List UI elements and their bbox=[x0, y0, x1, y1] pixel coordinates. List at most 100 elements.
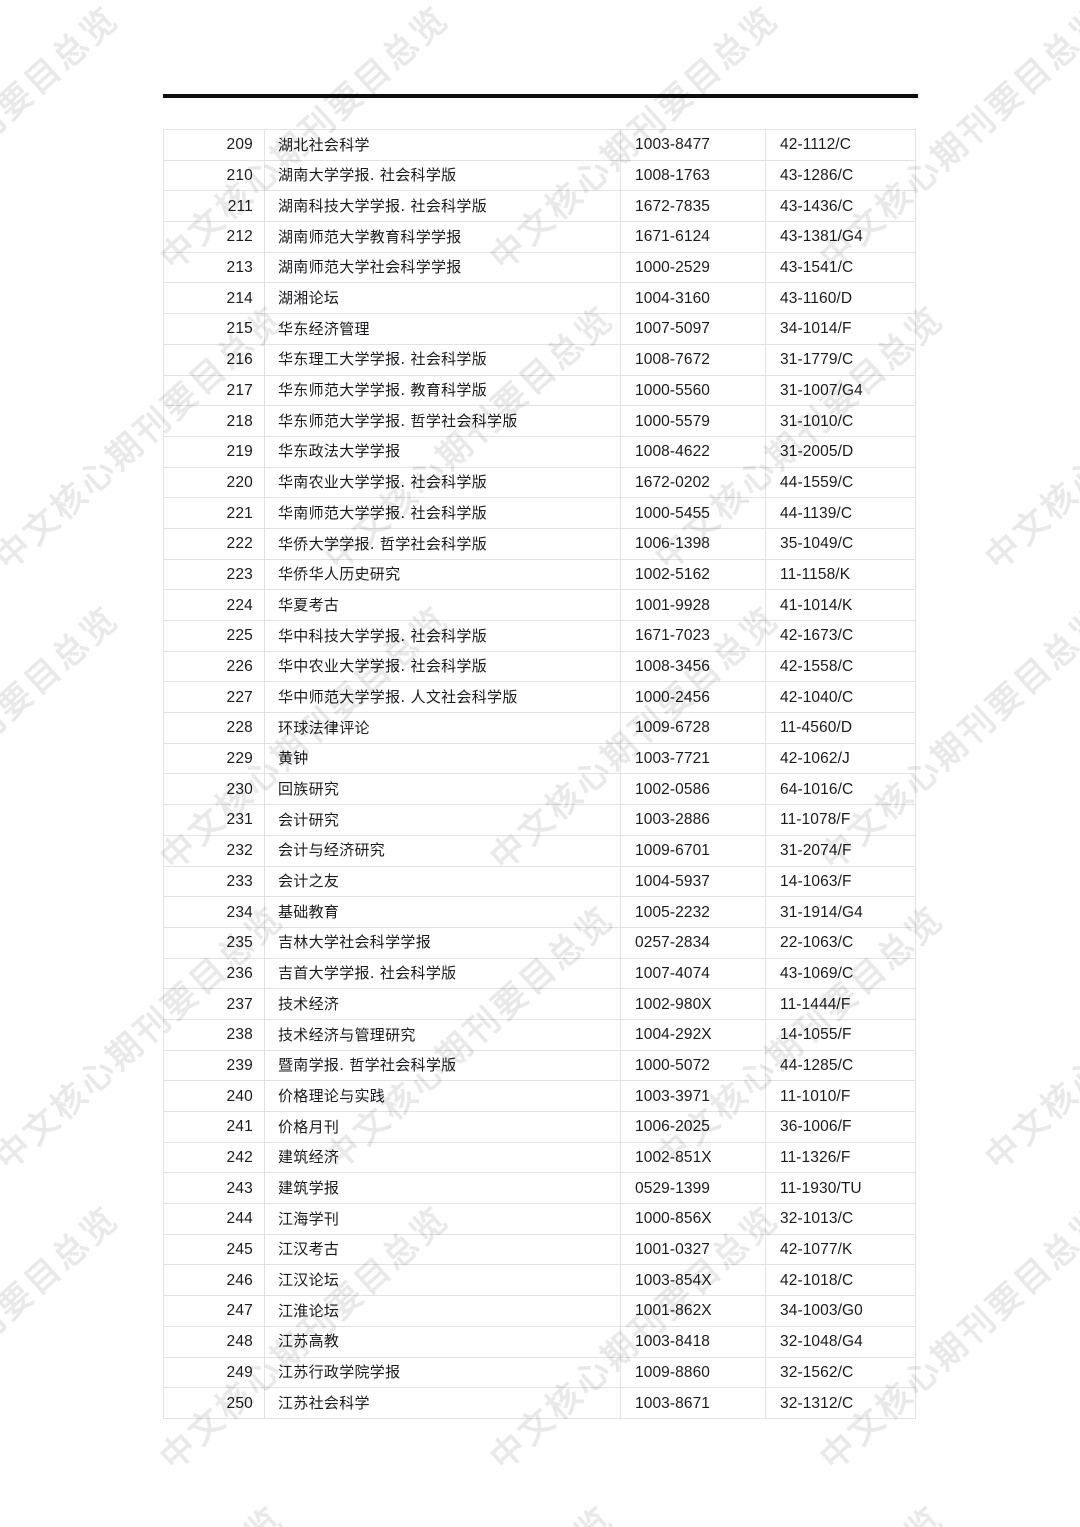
cn-number-cell: 34-1014/F bbox=[765, 313, 916, 345]
cn-number-cell: 43-1286/C bbox=[765, 159, 916, 192]
row-index-cell: 209 bbox=[163, 129, 265, 161]
journal-name-cell: 价格月刊 bbox=[264, 1111, 621, 1143]
table-row: 235 吉林大学社会科学学报 0257-2834 22-1063/C bbox=[163, 926, 916, 959]
cn-number-cell: 42-1077/K bbox=[765, 1233, 916, 1266]
row-index-cell: 237 bbox=[163, 988, 265, 1020]
issn-cell: 1001-862X bbox=[620, 1295, 766, 1327]
issn-cell: 1004-5937 bbox=[620, 865, 766, 898]
table-row: 210 湖南大学学报. 社会科学版 1008-1763 43-1286/C bbox=[163, 159, 916, 192]
row-index-cell: 212 bbox=[163, 221, 265, 253]
issn-cell: 1008-7672 bbox=[620, 343, 766, 376]
cn-number-cell: 42-1018/C bbox=[765, 1264, 916, 1297]
issn-cell: 1002-980X bbox=[620, 988, 766, 1020]
row-index-cell: 233 bbox=[163, 865, 265, 898]
watermark-text: 中文核心期刊要目总览 bbox=[977, 298, 1080, 579]
journal-name-cell: 江汉考古 bbox=[264, 1233, 621, 1266]
journal-name-cell: 华南师范大学学报. 社会科学版 bbox=[264, 497, 621, 529]
cn-number-cell: 31-2005/D bbox=[765, 435, 916, 468]
journal-name-cell: 暨南学报. 哲学社会科学版 bbox=[264, 1049, 621, 1082]
table-row: 212 湖南师范大学教育科学学报 1671-6124 43-1381/G4 bbox=[163, 221, 916, 253]
row-index-cell: 222 bbox=[163, 527, 265, 560]
row-index-cell: 217 bbox=[163, 374, 265, 407]
row-index-cell: 242 bbox=[163, 1141, 265, 1174]
cn-number-cell: 42-1558/C bbox=[765, 650, 916, 683]
row-index-cell: 245 bbox=[163, 1233, 265, 1266]
row-index-cell: 218 bbox=[163, 405, 265, 437]
issn-cell: 1009-6728 bbox=[620, 712, 766, 744]
table-row: 234 基础教育 1005-2232 31-1914/G4 bbox=[163, 896, 916, 928]
row-index-cell: 238 bbox=[163, 1018, 265, 1051]
issn-cell: 1000-5072 bbox=[620, 1049, 766, 1082]
table-row: 221 华南师范大学学报. 社会科学版 1000-5455 44-1139/C bbox=[163, 497, 916, 529]
issn-cell: 1003-3971 bbox=[620, 1080, 766, 1112]
table-row: 231 会计研究 1003-2886 11-1078/F bbox=[163, 804, 916, 836]
journal-name-cell: 华中农业大学学报. 社会科学版 bbox=[264, 650, 621, 683]
journal-name-cell: 回族研究 bbox=[264, 773, 621, 806]
table-row: 227 华中师范大学学报. 人文社会科学版 1000-2456 42-1040/C bbox=[163, 681, 916, 714]
journal-name-cell: 技术经济 bbox=[264, 988, 621, 1020]
row-index-cell: 226 bbox=[163, 650, 265, 683]
row-index-cell: 221 bbox=[163, 497, 265, 529]
watermark-text: 中文核心期刊要目总览 bbox=[972, 1492, 1080, 1527]
cn-number-cell: 43-1381/G4 bbox=[765, 221, 916, 253]
table-row: 246 江汉论坛 1003-854X 42-1018/C bbox=[163, 1264, 916, 1297]
row-index-cell: 249 bbox=[163, 1356, 265, 1389]
cn-number-cell: 14-1063/F bbox=[765, 865, 916, 898]
watermark-text: 中文核心期刊要目总览 bbox=[312, 1492, 623, 1527]
table-row: 247 江淮论坛 1001-862X 34-1003/G0 bbox=[163, 1295, 916, 1327]
cn-number-cell: 34-1003/G0 bbox=[765, 1295, 916, 1327]
row-index-cell: 211 bbox=[163, 190, 265, 223]
journal-name-cell: 江淮论坛 bbox=[264, 1295, 621, 1327]
cn-number-cell: 35-1049/C bbox=[765, 527, 916, 560]
issn-cell: 1007-5097 bbox=[620, 313, 766, 345]
table-row: 225 华中科技大学学报. 社会科学版 1671-7023 42-1673/C bbox=[163, 620, 916, 652]
table-row: 217 华东师范大学学报. 教育科学版 1000-5560 31-1007/G4 bbox=[163, 374, 916, 407]
row-index-cell: 213 bbox=[163, 251, 265, 284]
issn-cell: 0257-2834 bbox=[620, 926, 766, 959]
issn-cell: 1003-8671 bbox=[620, 1387, 766, 1419]
table-row: 249 江苏行政学院学报 1009-8860 32-1562/C bbox=[163, 1356, 916, 1389]
row-index-cell: 248 bbox=[163, 1325, 265, 1358]
table-row: 215 华东经济管理 1007-5097 34-1014/F bbox=[163, 313, 916, 345]
cn-number-cell: 64-1016/C bbox=[765, 773, 916, 806]
journal-name-cell: 基础教育 bbox=[264, 896, 621, 928]
table-row: 226 华中农业大学学报. 社会科学版 1008-3456 42-1558/C bbox=[163, 650, 916, 683]
cn-number-cell: 43-1160/D bbox=[765, 282, 916, 315]
journal-name-cell: 湖湘论坛 bbox=[264, 282, 621, 315]
issn-cell: 1672-7835 bbox=[620, 190, 766, 223]
journal-name-cell: 江海学刊 bbox=[264, 1203, 621, 1235]
cn-number-cell: 44-1559/C bbox=[765, 466, 916, 499]
issn-cell: 1000-2529 bbox=[620, 251, 766, 284]
row-index-cell: 250 bbox=[163, 1387, 265, 1419]
cn-number-cell: 32-1013/C bbox=[765, 1203, 916, 1235]
row-index-cell: 243 bbox=[163, 1172, 265, 1205]
issn-cell: 1002-851X bbox=[620, 1141, 766, 1174]
watermark-text: 中文核心期刊要目总览 bbox=[0, 598, 128, 879]
row-index-cell: 247 bbox=[163, 1295, 265, 1327]
issn-cell: 1003-2886 bbox=[620, 804, 766, 836]
cn-number-cell: 22-1063/C bbox=[765, 926, 916, 959]
journal-name-cell: 华东政法大学学报 bbox=[264, 435, 621, 468]
journal-catalog-table: 209 湖北社会科学 1003-8477 42-1112/C 210 湖南大学学报. 社会… bbox=[163, 129, 916, 1419]
journal-name-cell: 湖南师范大学社会科学学报 bbox=[264, 251, 621, 284]
issn-cell: 1000-2456 bbox=[620, 681, 766, 714]
issn-cell: 1005-2232 bbox=[620, 896, 766, 928]
issn-cell: 1003-854X bbox=[620, 1264, 766, 1297]
row-index-cell: 239 bbox=[163, 1049, 265, 1082]
issn-cell: 1008-1763 bbox=[620, 159, 766, 192]
watermark-text: 中文核心期刊要目总览 bbox=[977, 898, 1080, 1179]
table-row: 224 华夏考古 1001-9928 41-1014/K bbox=[163, 589, 916, 621]
table-row: 236 吉首大学学报. 社会科学版 1007-4074 43-1069/C bbox=[163, 957, 916, 990]
issn-cell: 1001-0327 bbox=[620, 1233, 766, 1266]
table-row: 209 湖北社会科学 1003-8477 42-1112/C bbox=[163, 129, 916, 161]
row-index-cell: 215 bbox=[163, 313, 265, 345]
row-index-cell: 229 bbox=[163, 742, 265, 775]
issn-cell: 1000-5579 bbox=[620, 405, 766, 437]
header-rule bbox=[163, 94, 918, 98]
issn-cell: 1000-5560 bbox=[620, 374, 766, 407]
cn-number-cell: 32-1562/C bbox=[765, 1356, 916, 1389]
issn-cell: 0529-1399 bbox=[620, 1172, 766, 1205]
issn-cell: 1004-3160 bbox=[620, 282, 766, 315]
row-index-cell: 228 bbox=[163, 712, 265, 744]
row-index-cell: 224 bbox=[163, 589, 265, 621]
